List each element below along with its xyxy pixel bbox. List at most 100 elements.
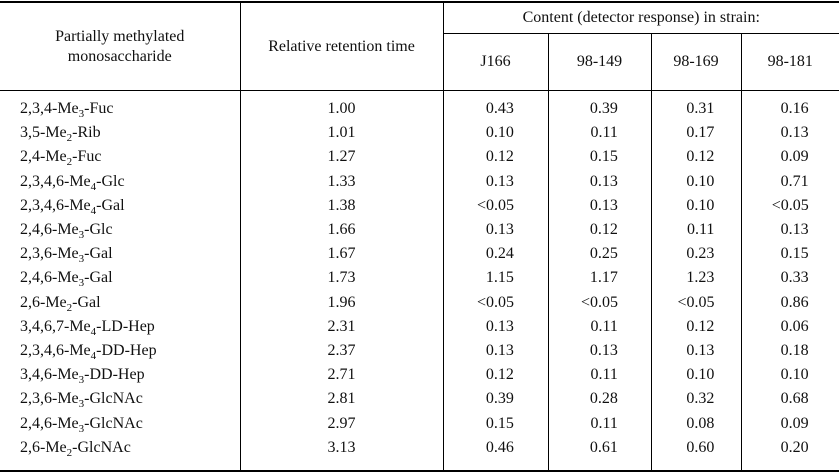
content-value: 0.10 <box>485 124 514 142</box>
content-value-cell: 0.13 <box>443 169 549 194</box>
content-value-cell: 0.60 <box>651 435 742 471</box>
content-value: 0.60 <box>686 438 715 456</box>
content-value: 0.15 <box>589 148 618 166</box>
content-value: 0.46 <box>485 438 514 456</box>
monosaccharide-cell: 2,3,4,6-Me4-DD-Hep <box>0 338 241 364</box>
content-value: 0.17 <box>686 124 715 142</box>
content-value: 0.15 <box>780 245 809 263</box>
retention-time-cell: 1.96 <box>240 290 444 315</box>
content-value: 0.16 <box>780 100 809 118</box>
retention-time-cell: 1.38 <box>240 193 444 218</box>
content-value: 0.32 <box>686 390 715 408</box>
monosaccharide-cell: 2,6-Me2-Gal <box>0 290 241 315</box>
table-row: 2,6-Me2-GlcNAc 3.13 0.46 0.61 0.60 0.20 <box>0 435 839 471</box>
content-value-cell: 0.12 <box>651 314 742 339</box>
content-value-cell: 0.25 <box>548 242 652 267</box>
content-value: 0.10 <box>686 196 715 214</box>
content-value: 0.13 <box>589 196 618 214</box>
content-value: 0.13 <box>780 221 809 239</box>
content-value-cell: 1.23 <box>651 266 742 291</box>
content-value: 0.11 <box>590 124 618 142</box>
content-value: 0.10 <box>686 172 715 190</box>
strain-column-header-98-169: 98-169 <box>651 33 742 91</box>
retention-time-cell: 1.67 <box>240 242 444 267</box>
retention-time-column-header: Relative retention time <box>240 2 444 91</box>
retention-time-cell: 2.71 <box>240 363 444 388</box>
content-value: 1.23 <box>686 269 715 287</box>
content-value: 0.10 <box>780 366 809 384</box>
content-value-cell: 0.32 <box>651 387 742 412</box>
monosaccharide-cell: 2,3,6-Me3-Gal <box>0 242 241 267</box>
content-value-cell: 0.13 <box>443 217 549 243</box>
strain-column-header-j166: J166 <box>443 33 549 91</box>
content-value-cell: 0.46 <box>443 435 549 471</box>
content-value-cell: 0.23 <box>651 242 742 267</box>
content-value: <0.05 <box>476 196 515 214</box>
content-value: 0.09 <box>780 414 809 432</box>
table-row: 2,3,6-Me3-Gal 1.67 0.24 0.25 0.23 0.15 <box>0 242 839 267</box>
content-value: 0.12 <box>485 366 514 384</box>
content-value-cell: 0.11 <box>548 411 652 436</box>
content-value: <0.05 <box>677 293 715 311</box>
content-value-cell: 0.71 <box>741 170 839 194</box>
content-value-cell: 0.43 <box>443 90 549 122</box>
table-row: 3,5-Me2-Rib 1.01 0.10 0.11 0.17 0.13 <box>0 121 839 146</box>
content-value: 0.12 <box>686 148 715 166</box>
content-value-cell: 0.10 <box>741 363 839 387</box>
table-row: 2,4-Me2-Fuc 1.27 0.12 0.15 0.12 0.09 <box>0 145 839 170</box>
monosaccharide-cell: 3,4,6-Me3-DD-Hep <box>0 363 241 388</box>
content-value-cell: 0.11 <box>548 314 652 339</box>
table-row: 2,4,6-Me3-GlcNAc 2.97 0.15 0.11 0.08 0.09 <box>0 411 839 436</box>
content-value: 0.12 <box>686 317 715 335</box>
content-value-cell: 0.39 <box>443 387 549 412</box>
monosaccharide-cell: 2,4,6-Me3-GlcNAc <box>0 411 241 436</box>
content-value-cell: 0.13 <box>741 218 839 242</box>
content-value-cell: 0.13 <box>548 169 652 194</box>
header-row-top: Partially methylated monosaccharide Rela… <box>0 2 839 91</box>
content-value: 0.13 <box>589 341 618 359</box>
content-value-cell: 0.39 <box>548 90 652 122</box>
content-value: <0.05 <box>771 196 809 214</box>
monosaccharide-cell: 2,4-Me2-Fuc <box>0 145 241 170</box>
monosaccharide-cell: 2,6-Me2-GlcNAc <box>0 435 241 471</box>
content-value: 0.10 <box>686 366 715 384</box>
content-value: 0.13 <box>780 124 809 142</box>
content-value-cell: 0.11 <box>548 121 652 146</box>
content-value-cell: 0.16 <box>741 91 839 122</box>
monosaccharide-cell: 3,5-Me2-Rib <box>0 121 241 146</box>
content-value: 0.33 <box>780 269 809 287</box>
content-value-cell: 1.17 <box>548 266 652 291</box>
content-value-cell: 0.13 <box>651 338 742 364</box>
content-value-cell: 0.10 <box>651 363 742 388</box>
table-row: 2,6-Me2-Gal 1.96 <0.05 <0.05 <0.05 0.86 <box>0 290 839 315</box>
content-value-cell: 0.33 <box>741 266 839 290</box>
content-value: 0.13 <box>485 172 514 190</box>
monosaccharide-cell: 3,4,6,7-Me4-LD-Hep <box>0 314 241 339</box>
content-value-cell: 0.24 <box>443 242 549 267</box>
content-value-cell: 0.13 <box>548 193 652 218</box>
content-value-cell: 0.13 <box>548 338 652 364</box>
content-value-cell: 0.12 <box>651 145 742 170</box>
content-value: 0.68 <box>780 390 809 408</box>
content-value-cell: 0.08 <box>651 411 742 436</box>
content-value-cell: 0.09 <box>741 411 839 435</box>
content-value-cell: 0.15 <box>548 145 652 170</box>
retention-time-cell: 1.00 <box>240 90 444 122</box>
monosaccharide-column-header: Partially methylated monosaccharide <box>0 2 241 91</box>
table-row: 2,4,6-Me3-Gal 1.73 1.15 1.17 1.23 0.33 <box>0 266 839 291</box>
content-value-cell: <0.05 <box>741 194 839 218</box>
table-row: 2,3,4,6-Me4-Gal 1.38 <0.05 0.13 0.10 <0.05 <box>0 193 839 218</box>
table-row: 2,4,6-Me3-Glc 1.66 0.13 0.12 0.11 0.13 <box>0 217 839 243</box>
content-value-cell: 1.15 <box>443 266 549 291</box>
content-value: 0.20 <box>780 438 809 456</box>
content-value-cell: 0.11 <box>651 217 742 243</box>
monosaccharide-cell: 2,3,4,6-Me4-Glc <box>0 169 241 194</box>
table-header: Partially methylated monosaccharide Rela… <box>0 2 839 91</box>
content-value-cell: <0.05 <box>443 290 549 315</box>
monosaccharide-cell: 2,3,6-Me3-GlcNAc <box>0 387 241 412</box>
content-value-cell: 0.20 <box>741 436 839 471</box>
content-value: 0.15 <box>485 414 514 432</box>
content-value-cell: 0.12 <box>443 145 549 170</box>
content-value: 1.15 <box>485 269 514 287</box>
content-value: 0.24 <box>485 245 514 263</box>
